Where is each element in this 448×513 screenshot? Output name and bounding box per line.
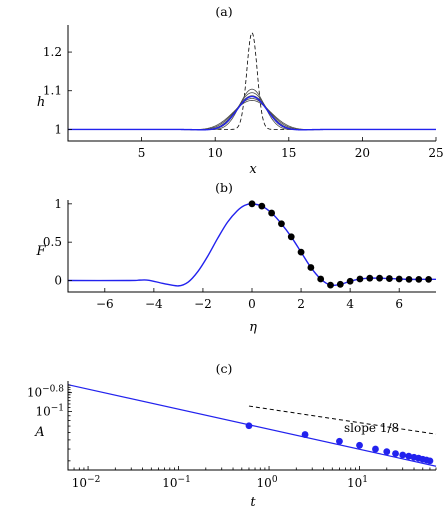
panel-b-point bbox=[405, 275, 413, 283]
panel-b-xtick-label: 0 bbox=[248, 297, 256, 311]
panel-a-axes bbox=[67, 25, 436, 142]
panel-a-title: (a) bbox=[215, 4, 232, 19]
panel-a-series-5 bbox=[68, 99, 436, 131]
panel-c-point bbox=[399, 451, 407, 459]
panel-a-xtick-label: 25 bbox=[428, 146, 443, 160]
panel-a-series-6 bbox=[68, 95, 436, 131]
panel-b-point bbox=[366, 274, 374, 282]
panel-a-series-1 bbox=[68, 88, 436, 131]
panel-c-title: (c) bbox=[216, 361, 233, 376]
panel-b-point bbox=[385, 275, 393, 282]
panel-c-point bbox=[301, 431, 309, 438]
panel-c-slope-reference bbox=[248, 405, 437, 435]
panel-a-xtick-label: 15 bbox=[281, 146, 296, 160]
panel-c-xlabel: t bbox=[250, 495, 256, 510]
panel-b-ytick-label: 0 bbox=[54, 274, 62, 288]
panel-a-ylabel: h bbox=[37, 95, 45, 110]
panel-b-point bbox=[415, 275, 423, 283]
panel-b-point bbox=[425, 275, 433, 283]
panel-a-ytick-label: 1.2 bbox=[43, 45, 62, 59]
panel-b-axes bbox=[67, 200, 436, 293]
panel-b-point bbox=[307, 264, 315, 271]
panel-b-point bbox=[278, 220, 285, 228]
panel-c-point bbox=[405, 452, 413, 460]
panel-b-xtick-label: 6 bbox=[395, 297, 403, 311]
panel-b-ytick-label: 0.5 bbox=[43, 235, 62, 249]
panel-b-ylabel: F bbox=[35, 244, 46, 259]
panel-b-xtick-label: −2 bbox=[194, 297, 212, 311]
panel-a-series-3 bbox=[68, 95, 436, 131]
panel-c-point bbox=[356, 441, 363, 449]
panel-b-xtick-label: −6 bbox=[96, 297, 114, 311]
panel-b-ytick-label: 1 bbox=[54, 197, 62, 211]
panel-c-ylabel: A bbox=[34, 425, 44, 440]
panel-c-xtick-label: 101 bbox=[347, 475, 368, 490]
panel-a-xtick-label: 5 bbox=[138, 146, 146, 160]
panel-a-xlabel: x bbox=[249, 162, 257, 177]
panel-b-point bbox=[287, 233, 295, 241]
panel-b-point bbox=[356, 275, 364, 283]
panel-c-xtick-label: 100 bbox=[257, 475, 278, 490]
panel-b-xtick-label: 2 bbox=[297, 297, 305, 311]
panel-b-point bbox=[317, 275, 325, 283]
panel-b-curve bbox=[67, 203, 436, 287]
panel-c-point bbox=[426, 457, 434, 465]
panel-c-point bbox=[383, 448, 391, 456]
panel-a-lines bbox=[68, 32, 436, 131]
panel-c-xtick-label: 10−2 bbox=[72, 475, 101, 490]
panel-b-point bbox=[336, 280, 344, 288]
panel-b-title: (b) bbox=[215, 180, 233, 195]
panel-b: (b) 0 0.5 1 −6 −4 −2 0 2 4 6 F η bbox=[35, 180, 436, 335]
panel-c-ytick-label: 10−0.8 bbox=[27, 385, 64, 400]
panel-c-point bbox=[336, 437, 343, 445]
panel-a-series-0 bbox=[68, 32, 436, 130]
panel-c-xtick-label: 10−1 bbox=[162, 475, 191, 490]
panel-b-point bbox=[258, 202, 266, 210]
panel-c-point bbox=[392, 450, 399, 457]
panel-b-point bbox=[248, 200, 256, 208]
panel-c-ytick-label: 10−1 bbox=[35, 403, 64, 418]
panel-c: (c) 10−0.8 10−1 10−2 10−1 100 101 A t slope … bbox=[27, 361, 437, 510]
panel-c-point bbox=[245, 422, 253, 430]
panel-b-point bbox=[346, 277, 354, 285]
panel-b-point bbox=[327, 281, 334, 289]
panel-b-point bbox=[297, 248, 305, 256]
panel-a-ytick-label: 1.1 bbox=[43, 84, 62, 98]
panel-a-series-4 bbox=[68, 98, 436, 131]
panel-a-xtick-label: 10 bbox=[208, 146, 223, 160]
panel-b-point bbox=[395, 275, 403, 283]
panel-b-point bbox=[268, 209, 276, 217]
panel-b-xtick-label: 4 bbox=[346, 297, 354, 311]
panel-c-annotation: slope 1/8 bbox=[344, 421, 399, 435]
panel-a-xtick-label: 20 bbox=[355, 146, 370, 160]
panel-a-ytick-label: 1 bbox=[54, 122, 62, 136]
panel-b-point bbox=[376, 274, 383, 282]
panel-c-point bbox=[372, 445, 379, 453]
panel-b-xtick-label: −4 bbox=[145, 297, 163, 311]
panel-b-xlabel: η bbox=[249, 320, 257, 335]
panel-a: (a) 1 1.1 1.2 5 10 15 20 25 h x bbox=[37, 4, 444, 177]
